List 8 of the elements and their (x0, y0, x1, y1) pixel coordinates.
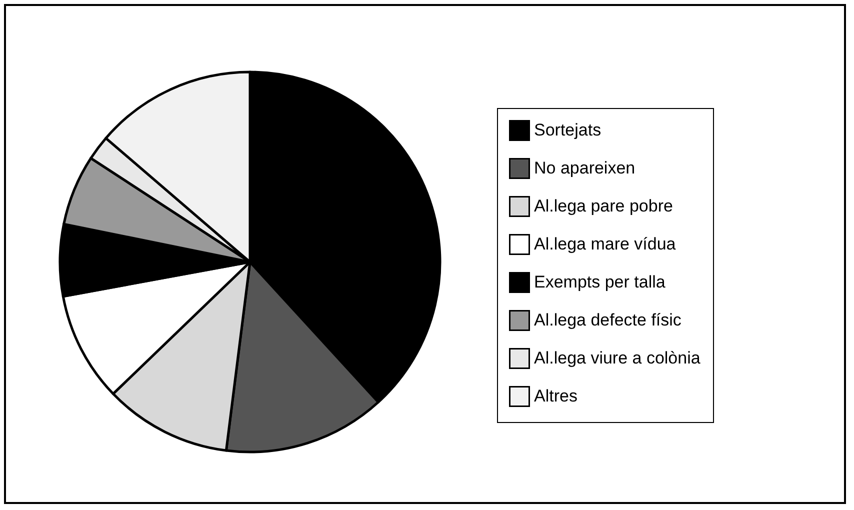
legend-label: Altres (534, 386, 578, 406)
legend-label: No apareixen (534, 158, 636, 178)
legend-label: Exempts per talla (534, 272, 666, 292)
legend-label: Sortejats (534, 120, 602, 140)
legend-label: Al.lega defecte físic (534, 310, 682, 330)
legend-label: Al.lega mare vídua (534, 234, 676, 254)
legend-label: Al.lega pare pobre (534, 196, 673, 216)
legend-label: Al.lega viure a colònia (534, 348, 701, 368)
